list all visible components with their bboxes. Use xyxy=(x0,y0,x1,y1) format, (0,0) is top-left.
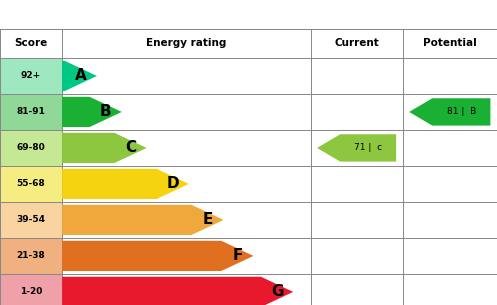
FancyBboxPatch shape xyxy=(403,274,497,305)
FancyBboxPatch shape xyxy=(403,202,497,238)
Text: 81 |  B: 81 | B xyxy=(447,107,476,117)
FancyBboxPatch shape xyxy=(62,58,311,94)
FancyBboxPatch shape xyxy=(403,58,497,94)
Text: D: D xyxy=(166,176,179,192)
Polygon shape xyxy=(62,277,293,305)
FancyBboxPatch shape xyxy=(311,238,403,274)
FancyBboxPatch shape xyxy=(0,58,62,94)
FancyBboxPatch shape xyxy=(0,166,62,202)
FancyBboxPatch shape xyxy=(62,130,311,166)
Text: A: A xyxy=(75,68,86,84)
Polygon shape xyxy=(62,61,97,91)
Polygon shape xyxy=(62,133,147,163)
FancyBboxPatch shape xyxy=(0,274,62,305)
Text: Energy rating: Energy rating xyxy=(146,38,227,48)
Text: F: F xyxy=(232,248,243,264)
FancyBboxPatch shape xyxy=(62,274,311,305)
Text: Score: Score xyxy=(14,38,48,48)
Text: 55-68: 55-68 xyxy=(17,179,45,188)
Text: B: B xyxy=(100,104,111,120)
Polygon shape xyxy=(409,98,491,126)
FancyBboxPatch shape xyxy=(0,238,62,274)
FancyBboxPatch shape xyxy=(0,202,62,238)
FancyBboxPatch shape xyxy=(62,166,311,202)
FancyBboxPatch shape xyxy=(62,238,311,274)
Polygon shape xyxy=(62,241,253,271)
FancyBboxPatch shape xyxy=(0,29,497,58)
Text: C: C xyxy=(125,140,136,156)
FancyBboxPatch shape xyxy=(403,238,497,274)
Text: 81-91: 81-91 xyxy=(16,107,46,117)
Text: 92+: 92+ xyxy=(21,71,41,81)
FancyBboxPatch shape xyxy=(311,202,403,238)
Polygon shape xyxy=(317,134,396,162)
Text: 21-38: 21-38 xyxy=(17,251,45,260)
FancyBboxPatch shape xyxy=(0,94,62,130)
Text: Potential: Potential xyxy=(423,38,477,48)
Text: 69-80: 69-80 xyxy=(17,143,45,152)
FancyBboxPatch shape xyxy=(0,130,62,166)
FancyBboxPatch shape xyxy=(403,166,497,202)
Polygon shape xyxy=(62,97,122,127)
Text: 39-54: 39-54 xyxy=(16,215,46,224)
Text: 1-20: 1-20 xyxy=(20,287,42,296)
Text: E: E xyxy=(202,212,213,228)
Polygon shape xyxy=(62,169,189,199)
FancyBboxPatch shape xyxy=(403,94,497,130)
Text: G: G xyxy=(271,284,283,300)
FancyBboxPatch shape xyxy=(311,58,403,94)
FancyBboxPatch shape xyxy=(311,130,403,166)
FancyBboxPatch shape xyxy=(311,166,403,202)
Text: 71 |  c: 71 | c xyxy=(354,143,382,152)
FancyBboxPatch shape xyxy=(62,94,311,130)
FancyBboxPatch shape xyxy=(62,202,311,238)
FancyBboxPatch shape xyxy=(311,94,403,130)
FancyBboxPatch shape xyxy=(403,130,497,166)
Text: Current: Current xyxy=(334,38,379,48)
Polygon shape xyxy=(62,205,224,235)
FancyBboxPatch shape xyxy=(311,274,403,305)
